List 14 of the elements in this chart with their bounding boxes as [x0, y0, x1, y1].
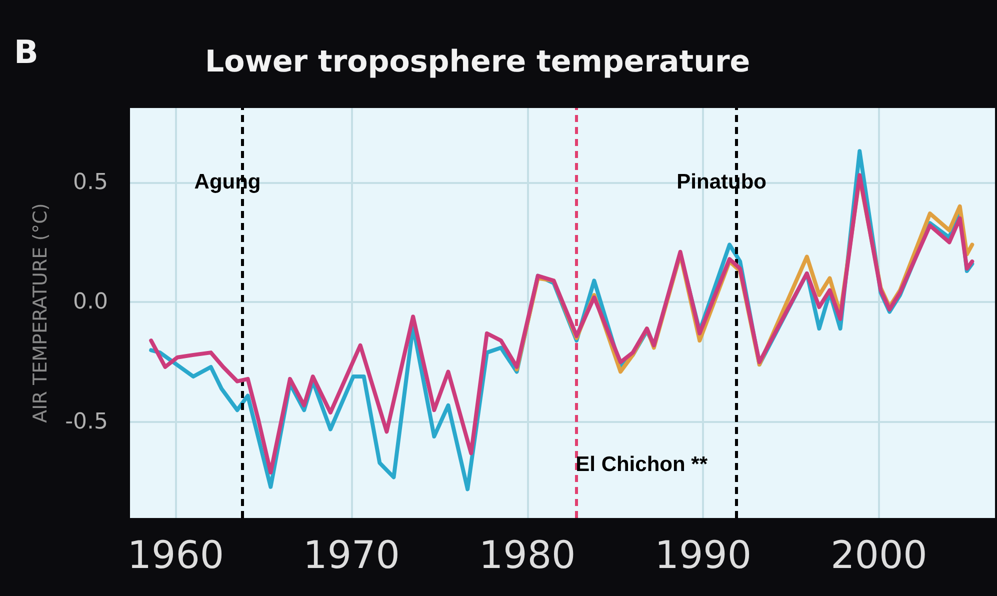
x-tick-label: 1970 [303, 533, 400, 577]
y-tick-label: -0.5 [65, 410, 108, 435]
x-tick-label: 1960 [127, 533, 224, 577]
x-tick-label: 1980 [478, 533, 576, 577]
ref-line-label: Pinatubo [676, 170, 766, 194]
y-tick-label: 0.0 [73, 290, 108, 315]
ref-line-label: Agung [194, 170, 261, 194]
y-axis-title: AIR TEMPERATURE (°C) [30, 203, 52, 423]
x-tick-label: 2000 [830, 533, 928, 577]
ref-line-label: El Chichon ** [576, 453, 708, 476]
x-tick-label: 1990 [654, 533, 752, 577]
y-tick-label: 0.5 [73, 170, 108, 195]
text: B [14, 33, 38, 71]
chart-title: Lower troposphere temperature [205, 44, 750, 80]
